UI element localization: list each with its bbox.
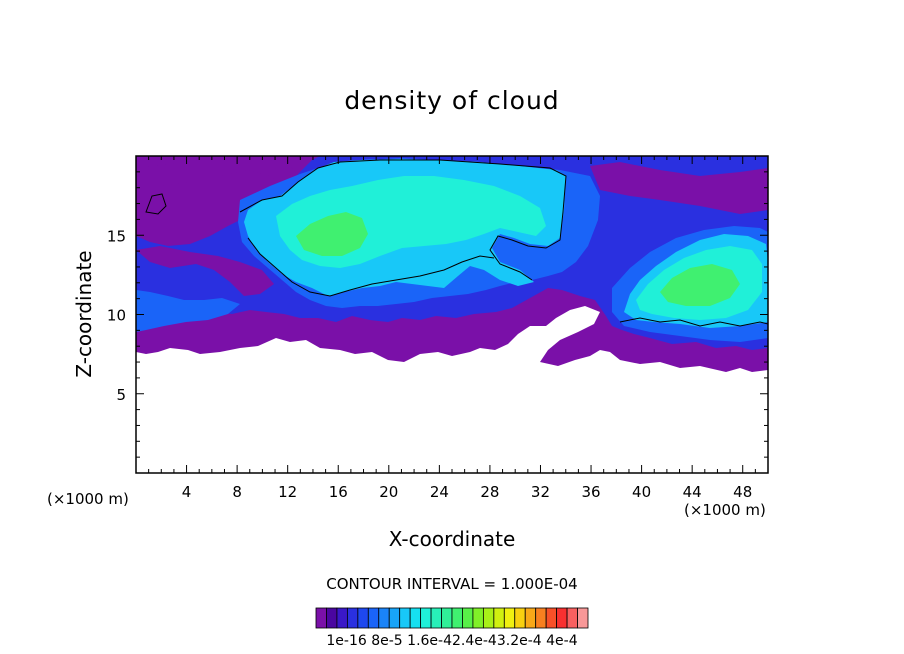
colorbar-swatch [326, 607, 338, 629]
colorbar-swatch [388, 607, 401, 629]
contour-line-right [619, 317, 768, 327]
x-tick-label: 32 [531, 483, 550, 501]
cloud-region-green [296, 212, 740, 306]
cloud-field [136, 156, 768, 372]
colorbar-swatch [399, 607, 411, 629]
colorbar-swatch [430, 607, 442, 629]
x-tick-label: 4 [182, 483, 192, 501]
colorbar [315, 607, 589, 629]
chart-title: density of cloud [344, 86, 560, 115]
colorbar-swatch [535, 607, 547, 629]
x-tick-label: 8 [232, 483, 242, 501]
x-tick-label: 28 [480, 483, 499, 501]
colorbar-swatch [462, 607, 474, 629]
y-tick-label: 10 [107, 307, 126, 325]
colorbar-swatch [566, 607, 578, 629]
contour-line-left [145, 193, 167, 215]
colorbar-swatch [493, 607, 505, 629]
x-tick-label: 12 [278, 483, 297, 501]
contour-line-main [239, 159, 567, 297]
cloud-region-aqua [276, 176, 762, 320]
x-tick-label: 40 [632, 483, 651, 501]
x-tick-label: 48 [733, 483, 752, 501]
colorbar-labels: 1e-16 8e-5 1.6e-42.4e-43.2e-4 4e-4 [326, 633, 578, 649]
colorbar-swatch [545, 607, 558, 629]
colorbar-swatch [378, 607, 390, 629]
colorbar-swatch [472, 607, 484, 629]
colorbar-swatch [367, 607, 380, 629]
x-tick-label: 20 [379, 483, 398, 501]
colorbar-swatch [346, 607, 359, 629]
colorbar-swatch [409, 607, 422, 629]
x-tick-label: 44 [683, 483, 702, 501]
colorbar-swatch [524, 607, 537, 629]
x-ticks: 4 8 12 16 20 24 28 32 36 40 44 48 [148, 156, 756, 501]
colorbar-swatch [482, 607, 495, 629]
colorbar-swatch [357, 607, 369, 629]
y-tick-label: 15 [107, 227, 126, 245]
colorbar-swatch [556, 607, 568, 629]
y-tick-label: 5 [116, 386, 126, 404]
x-tick-label: 24 [430, 483, 449, 501]
colorbar-swatch [315, 607, 327, 629]
colorbar-swatch [336, 607, 348, 629]
x-axis-label: X-coordinate [388, 527, 516, 551]
colorbar-swatch [577, 607, 589, 629]
x-tick-label: 16 [329, 483, 348, 501]
colorbar-swatch [514, 607, 526, 629]
y-ticks: 5 10 15 [107, 171, 768, 458]
x-unit-label-left: (×1000 m) [47, 490, 129, 508]
x-unit-label-right: (×1000 m) [684, 501, 766, 519]
colorbar-swatch [420, 607, 432, 629]
contour-interval-text: CONTOUR INTERVAL = 1.000E-04 [326, 575, 578, 593]
colorbar-swatch [503, 607, 516, 629]
cloud-band-purple-upper [136, 158, 768, 296]
x-tick-label: 36 [581, 483, 600, 501]
colorbar-swatch [441, 607, 453, 629]
colorbar-swatch [451, 607, 463, 629]
